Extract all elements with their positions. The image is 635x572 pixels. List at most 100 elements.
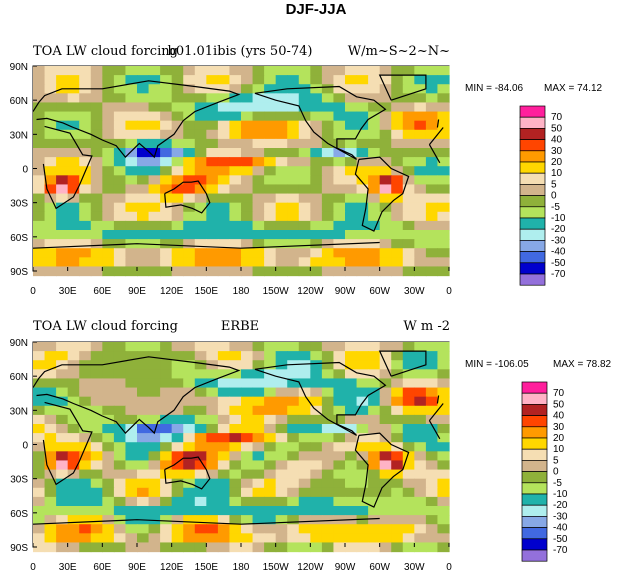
- map-cell: [102, 414, 115, 425]
- map-cell: [414, 75, 427, 85]
- map-cell: [287, 542, 300, 553]
- map-cell: [252, 157, 265, 167]
- map-cell: [79, 211, 92, 222]
- map-cell: [160, 433, 173, 443]
- map-cell: [102, 360, 115, 370]
- map-cell: [194, 360, 207, 370]
- colorbar-label: -50: [551, 258, 566, 269]
- map-cell: [67, 342, 80, 352]
- map-cell: [425, 405, 439, 416]
- map-cell: [391, 138, 404, 149]
- map-cell: [275, 102, 288, 113]
- map-cell: [252, 211, 265, 222]
- map-cell: [160, 351, 173, 361]
- map-cell: [217, 433, 231, 443]
- x-tick-label: 180: [233, 286, 250, 297]
- map-cell: [345, 469, 358, 480]
- map-cell: [137, 451, 150, 462]
- map-cell: [44, 66, 57, 76]
- map-cell: [345, 451, 358, 462]
- map-cell: [310, 533, 323, 544]
- map-cell: [402, 193, 415, 204]
- map-cell: [171, 405, 184, 416]
- map-cell: [321, 369, 335, 380]
- map-cell: [137, 138, 150, 149]
- map-cell: [437, 469, 450, 480]
- map-cell: [160, 248, 173, 258]
- map-cell: [56, 248, 69, 258]
- map-cell: [90, 266, 103, 277]
- map-cell: [67, 184, 80, 195]
- map-cell: [137, 120, 150, 131]
- map-cell: [194, 220, 207, 231]
- map-cell: [206, 248, 219, 258]
- map-cell: [345, 111, 358, 122]
- map-cell: [229, 138, 242, 149]
- map-cell: [90, 369, 103, 380]
- map-cell: [333, 102, 346, 113]
- map-cell: [368, 175, 381, 186]
- map-cell: [275, 148, 288, 158]
- map-cell: [102, 451, 115, 462]
- map-cell: [356, 469, 369, 480]
- map-cell: [298, 166, 311, 176]
- map-cell: [310, 542, 323, 553]
- map-cell: [44, 184, 57, 195]
- map-cell: [437, 360, 450, 370]
- map-cell: [241, 202, 254, 213]
- map-cell: [264, 248, 277, 258]
- map-cell: [275, 266, 288, 277]
- map-cell: [229, 111, 242, 122]
- map-cell: [44, 533, 57, 544]
- map-cell: [183, 533, 196, 544]
- map-cell: [345, 487, 358, 498]
- map-cell: [229, 369, 242, 380]
- coastline: [32, 519, 242, 525]
- map-cell: [229, 478, 242, 489]
- map-cell: [298, 387, 311, 398]
- map-cell: [33, 138, 46, 149]
- map-cell: [287, 257, 300, 268]
- map-cell: [356, 184, 369, 195]
- map-cell: [148, 184, 161, 195]
- map-cell: [368, 515, 381, 525]
- map-cell: [148, 524, 161, 534]
- map-cell: [160, 460, 173, 471]
- map-cell: [125, 230, 138, 240]
- map-cell: [414, 166, 427, 176]
- map-cell: [137, 360, 150, 370]
- map-cell: [368, 478, 381, 489]
- map-cell: [275, 75, 288, 85]
- map-cell: [287, 148, 300, 158]
- map-cell: [125, 533, 138, 544]
- map-cell: [44, 506, 57, 516]
- map-cell: [241, 469, 254, 480]
- map-cell: [217, 166, 231, 176]
- map-cell: [345, 266, 358, 277]
- map-cell: [402, 257, 415, 268]
- map-cell: [79, 230, 92, 240]
- map-cell: [229, 469, 242, 480]
- map-cell: [437, 433, 450, 443]
- map-cell: [275, 451, 288, 462]
- map-cell: [67, 496, 80, 507]
- map-cell: [333, 266, 346, 277]
- map-cell: [264, 433, 277, 443]
- map-cell: [102, 193, 115, 204]
- map-cell: [391, 542, 404, 553]
- map-cell: [402, 102, 415, 113]
- map-cell: [368, 230, 381, 240]
- map-cell: [113, 469, 127, 480]
- map-cell: [90, 220, 103, 231]
- map-cell: [183, 66, 196, 76]
- map-cell: [368, 148, 381, 158]
- map-cell: [160, 93, 173, 104]
- map-cell: [345, 175, 358, 186]
- map-cell: [113, 378, 127, 389]
- map-cell: [321, 220, 335, 231]
- map-cell: [437, 487, 450, 498]
- map-cell: [275, 378, 288, 389]
- map-cell: [148, 175, 161, 186]
- map-cell: [310, 75, 323, 85]
